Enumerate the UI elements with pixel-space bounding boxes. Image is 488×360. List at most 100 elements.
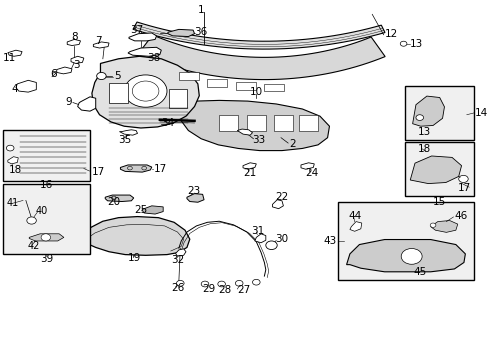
Polygon shape	[78, 217, 189, 255]
Text: 38: 38	[147, 53, 160, 63]
Bar	[179, 72, 199, 80]
Bar	[264, 84, 284, 91]
Text: 30: 30	[275, 234, 288, 244]
Polygon shape	[133, 22, 384, 49]
Polygon shape	[16, 80, 36, 92]
Text: 28: 28	[218, 285, 231, 295]
Polygon shape	[8, 50, 22, 56]
Circle shape	[415, 115, 423, 121]
Polygon shape	[430, 221, 457, 232]
Text: 42: 42	[28, 241, 40, 251]
Circle shape	[252, 279, 260, 285]
Text: 19: 19	[128, 253, 141, 263]
Text: 17: 17	[457, 183, 470, 193]
Text: 27: 27	[237, 285, 250, 295]
Text: 17: 17	[153, 164, 166, 174]
Polygon shape	[138, 35, 385, 80]
Circle shape	[235, 280, 243, 286]
Text: 3: 3	[73, 60, 80, 70]
Bar	[207, 78, 227, 86]
Text: 46: 46	[453, 211, 467, 221]
Polygon shape	[346, 239, 465, 272]
Polygon shape	[71, 56, 83, 63]
Circle shape	[265, 241, 277, 249]
Text: 29: 29	[202, 284, 215, 294]
Text: 17: 17	[92, 167, 105, 177]
Bar	[3, 184, 89, 253]
Bar	[219, 116, 238, 131]
Text: 34: 34	[161, 118, 174, 128]
Text: 18: 18	[9, 165, 22, 175]
Text: 36: 36	[194, 27, 207, 37]
Text: 15: 15	[432, 197, 446, 207]
Circle shape	[176, 280, 183, 286]
Circle shape	[217, 281, 225, 287]
Text: 12: 12	[384, 29, 397, 39]
Text: 24: 24	[304, 168, 317, 178]
Text: 13: 13	[409, 39, 423, 49]
Polygon shape	[412, 96, 444, 126]
Polygon shape	[129, 33, 156, 41]
Text: 31: 31	[251, 226, 264, 236]
Text: 23: 23	[186, 186, 200, 197]
Bar	[299, 116, 317, 131]
Polygon shape	[92, 56, 199, 128]
Polygon shape	[119, 130, 137, 135]
Bar	[405, 142, 473, 196]
Text: 33: 33	[252, 135, 265, 145]
Text: 14: 14	[474, 108, 487, 118]
Polygon shape	[243, 163, 256, 169]
Bar	[235, 82, 255, 90]
Bar	[246, 116, 265, 131]
Text: 9: 9	[65, 97, 72, 107]
Text: 39: 39	[40, 254, 53, 264]
Bar	[337, 202, 473, 280]
Polygon shape	[78, 97, 96, 111]
Polygon shape	[142, 206, 163, 214]
Text: 40: 40	[35, 206, 47, 216]
Polygon shape	[175, 249, 185, 256]
Text: 20: 20	[107, 197, 121, 207]
Polygon shape	[57, 67, 72, 74]
Polygon shape	[237, 129, 252, 135]
Circle shape	[124, 75, 166, 107]
Circle shape	[458, 175, 467, 183]
Text: 22: 22	[275, 192, 288, 202]
Polygon shape	[120, 165, 151, 172]
Bar	[3, 130, 89, 181]
Text: 35: 35	[118, 135, 131, 145]
Text: 45: 45	[412, 267, 426, 277]
Circle shape	[6, 145, 14, 151]
Bar	[109, 83, 128, 103]
Text: 4: 4	[11, 84, 18, 94]
Text: 1: 1	[198, 5, 204, 15]
Circle shape	[400, 41, 406, 46]
Text: 41: 41	[7, 198, 19, 208]
Polygon shape	[67, 40, 81, 45]
Circle shape	[41, 234, 50, 241]
Bar	[169, 89, 187, 108]
Text: 18: 18	[417, 144, 430, 154]
Circle shape	[201, 281, 208, 287]
Text: 6: 6	[50, 69, 57, 79]
Polygon shape	[254, 234, 265, 243]
Circle shape	[429, 223, 435, 227]
Text: 7: 7	[95, 36, 101, 46]
Polygon shape	[29, 234, 64, 241]
Text: 16: 16	[40, 180, 53, 190]
Text: 44: 44	[348, 211, 361, 221]
Text: 10: 10	[249, 87, 263, 97]
Polygon shape	[300, 163, 314, 169]
Polygon shape	[8, 157, 18, 164]
Bar	[273, 116, 292, 131]
Text: 11: 11	[3, 53, 16, 63]
Polygon shape	[349, 222, 361, 231]
Polygon shape	[272, 200, 283, 209]
Polygon shape	[180, 100, 329, 150]
Text: 5: 5	[114, 71, 120, 81]
Polygon shape	[128, 47, 161, 56]
Text: 13: 13	[417, 127, 430, 137]
Text: 43: 43	[323, 235, 336, 246]
Circle shape	[27, 217, 36, 224]
Text: 21: 21	[243, 168, 256, 178]
